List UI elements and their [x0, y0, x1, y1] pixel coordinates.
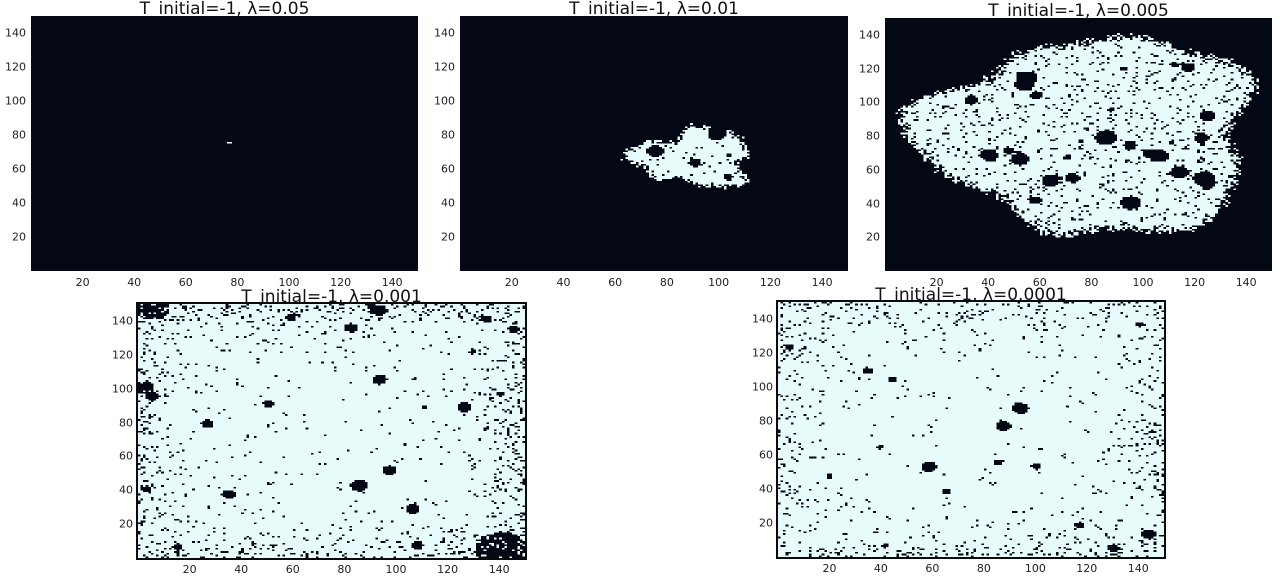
- panel-title: T_initial=-1, λ=0.01: [569, 0, 739, 19]
- x-tick-label: 60: [178, 276, 193, 289]
- y-tick-label: 120: [752, 346, 773, 360]
- y-tick-label: 140: [434, 26, 455, 40]
- lattice-cells: [778, 302, 1164, 557]
- x-tick-label: 60: [285, 563, 300, 576]
- x-tick-label: 140: [1235, 276, 1257, 289]
- panel-title: T_initial=-1, λ=0.05: [139, 0, 310, 19]
- y-tick-label: 80: [119, 416, 133, 430]
- x-tick-label: 40: [981, 276, 996, 289]
- y-tick-label: 20: [441, 230, 455, 244]
- x-tick-label: 100: [1024, 562, 1046, 575]
- x-tick-label: 140: [381, 276, 403, 289]
- x-tick-label: 60: [925, 562, 940, 575]
- x-tick-label: 140: [488, 563, 510, 576]
- x-tick-label: 120: [437, 563, 459, 576]
- x-tick-label: 20: [504, 276, 519, 289]
- y-tick-label: 140: [112, 314, 133, 328]
- y-tick-label: 80: [866, 129, 880, 143]
- lattice-heatmap: [885, 18, 1272, 271]
- x-tick-label: 140: [1127, 562, 1149, 575]
- y-tick-label: 20: [866, 230, 880, 244]
- x-tick-label: 80: [976, 562, 991, 575]
- y-tick-label: 80: [12, 128, 26, 142]
- x-tick-label: 80: [1084, 276, 1099, 289]
- y-tick-label: 60: [759, 448, 773, 462]
- x-tick-label: 80: [337, 563, 352, 576]
- y-tick-label: 80: [441, 128, 455, 142]
- x-tick-label: 100: [278, 276, 300, 289]
- x-tick-label: 60: [608, 276, 623, 289]
- y-tick-label: 120: [859, 62, 880, 76]
- x-tick-label: 40: [556, 276, 571, 289]
- x-tick-label: 40: [234, 563, 249, 576]
- x-tick-label: 40: [127, 276, 142, 289]
- y-tick-label: 100: [5, 94, 26, 108]
- x-tick-label: 20: [822, 562, 837, 575]
- lattice-cells: [31, 16, 418, 271]
- y-tick-label: 60: [119, 449, 133, 463]
- x-tick-label: 100: [385, 563, 407, 576]
- lattice-heatmap: [136, 302, 527, 560]
- x-tick-label: 120: [1184, 276, 1206, 289]
- panel-title: T_initial=-1, λ=0.001: [241, 287, 422, 307]
- x-tick-label: 80: [659, 276, 674, 289]
- y-tick-label: 40: [866, 197, 880, 211]
- y-tick-label: 60: [441, 162, 455, 176]
- x-tick-label: 100: [1132, 276, 1154, 289]
- y-tick-label: 100: [752, 380, 773, 394]
- y-tick-label: 60: [866, 163, 880, 177]
- y-tick-label: 20: [759, 516, 773, 530]
- lattice-cells: [138, 304, 525, 558]
- x-tick-label: 60: [1032, 276, 1047, 289]
- x-tick-label: 100: [708, 276, 730, 289]
- y-tick-label: 100: [112, 382, 133, 396]
- y-tick-label: 140: [752, 312, 773, 326]
- lattice-cells: [885, 18, 1272, 271]
- y-tick-label: 120: [434, 60, 455, 74]
- y-tick-label: 40: [441, 196, 455, 210]
- lattice-heatmap: [460, 16, 848, 271]
- x-tick-label: 120: [759, 276, 781, 289]
- y-tick-label: 140: [5, 26, 26, 40]
- y-tick-label: 120: [5, 60, 26, 74]
- y-tick-label: 80: [759, 414, 773, 428]
- y-tick-label: 20: [119, 517, 133, 531]
- panel-title: T_initial=-1, λ=0.0001: [875, 285, 1067, 305]
- y-tick-label: 100: [434, 94, 455, 108]
- y-tick-label: 40: [119, 483, 133, 497]
- x-tick-label: 120: [1076, 562, 1098, 575]
- y-tick-label: 140: [859, 28, 880, 42]
- x-tick-label: 120: [330, 276, 352, 289]
- lattice-cells: [460, 16, 848, 271]
- y-tick-label: 20: [12, 230, 26, 244]
- panel-title: T_initial=-1, λ=0.005: [988, 1, 1169, 21]
- x-tick-label: 140: [811, 276, 833, 289]
- y-tick-label: 40: [759, 482, 773, 496]
- y-tick-label: 40: [12, 196, 26, 210]
- x-tick-label: 20: [75, 276, 90, 289]
- lattice-heatmap: [776, 300, 1166, 559]
- lattice-heatmap: [31, 16, 418, 271]
- x-tick-label: 80: [230, 276, 245, 289]
- y-tick-label: 100: [859, 95, 880, 109]
- x-tick-label: 40: [873, 562, 888, 575]
- y-tick-label: 60: [12, 162, 26, 176]
- x-tick-label: 20: [182, 563, 197, 576]
- y-tick-label: 120: [112, 348, 133, 362]
- x-tick-label: 20: [929, 276, 944, 289]
